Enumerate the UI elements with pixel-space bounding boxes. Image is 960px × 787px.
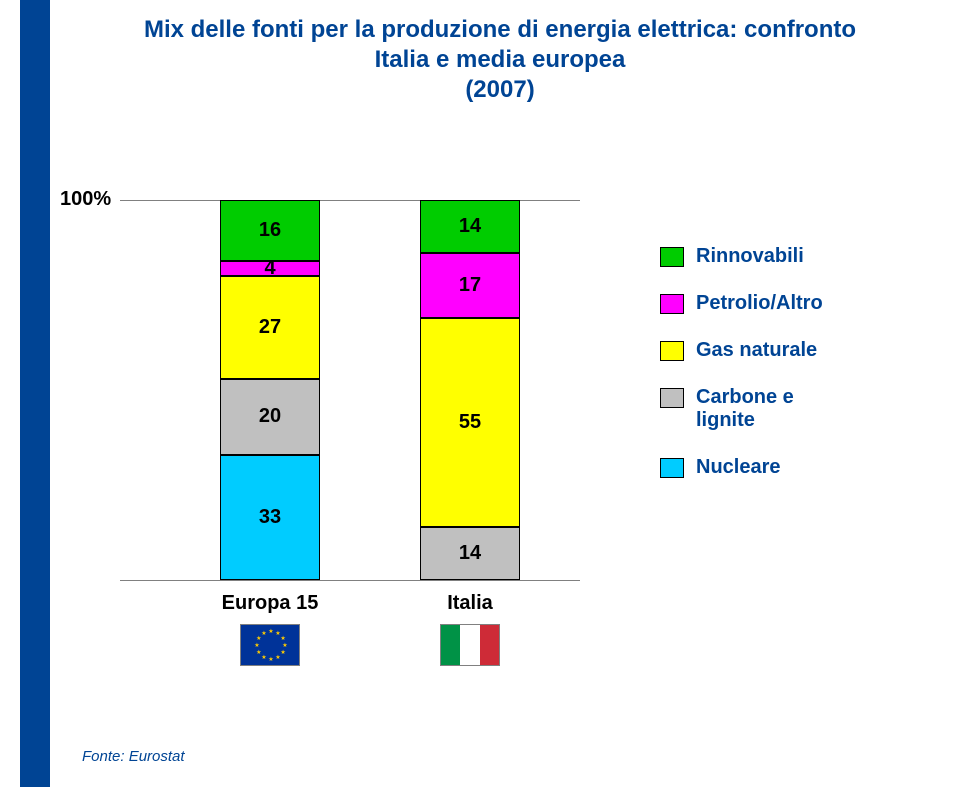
segment-europa15-carbone: 20	[220, 379, 320, 455]
eu-flag-icon: ★★★★★★★★★★★★	[240, 624, 300, 666]
legend-label-carbone: Carbone elignite	[696, 386, 794, 432]
chart-legend: Rinnovabili Petrolio/Altro Gas naturale Car…	[660, 245, 823, 503]
svg-text:★: ★	[261, 654, 266, 661]
segment-italia-petrolio: 17	[420, 253, 520, 318]
segment-italia-carbone: 14	[420, 527, 520, 580]
x-label-europa15: Europa 15	[200, 592, 340, 615]
gridline-baseline	[120, 580, 580, 581]
svg-text:★: ★	[282, 642, 287, 649]
slide-title: Mix delle fonti per la produzione di ene…	[70, 15, 930, 105]
svg-text:★: ★	[280, 649, 285, 656]
legend-item-nucleare: Nucleare	[660, 456, 823, 479]
svg-text:★: ★	[268, 656, 273, 663]
svg-text:★: ★	[256, 649, 261, 656]
legend-item-petrolio: Petrolio/Altro	[660, 292, 823, 315]
svg-text:★: ★	[275, 654, 280, 661]
legend-item-gas: Gas naturale	[660, 339, 823, 362]
svg-text:★: ★	[261, 630, 266, 637]
segment-italia-gas: 55	[420, 318, 520, 527]
title-line-1: Mix delle fonti per la produzione di ene…	[70, 15, 930, 45]
title-line-3: (2007)	[70, 75, 930, 105]
legend-label-rinnovabili: Rinnovabili	[696, 245, 804, 268]
svg-text:★: ★	[268, 628, 273, 635]
segment-europa15-rinnovabili: 16	[220, 200, 320, 261]
svg-text:★: ★	[280, 635, 285, 642]
left-accent-stripe	[20, 0, 50, 787]
svg-text:★: ★	[254, 642, 259, 649]
x-label-italia: Italia	[400, 592, 540, 615]
slide: Mix delle fonti per la produzione di ene…	[0, 0, 960, 787]
segment-europa15-petrolio: 4	[220, 261, 320, 276]
source-citation: Fonte: Eurostat	[82, 748, 185, 765]
legend-swatch-nucleare	[660, 458, 684, 478]
segment-europa15-gas: 27	[220, 276, 320, 379]
italy-flag-icon	[440, 624, 500, 666]
legend-label-nucleare: Nucleare	[696, 456, 781, 479]
y-axis-label: 100%	[60, 188, 111, 211]
legend-item-carbone: Carbone elignite	[660, 386, 823, 432]
title-line-2: Italia e media europea	[70, 45, 930, 75]
segment-europa15-nucleare: 33	[220, 455, 320, 580]
legend-swatch-petrolio	[660, 294, 684, 314]
segment-italia-rinnovabili: 14	[420, 200, 520, 253]
stacked-bar-chart: 100% 332027416Europa 15★★★★★★★★★★★★14551…	[120, 180, 600, 620]
legend-swatch-rinnovabili	[660, 247, 684, 267]
legend-label-petrolio: Petrolio/Altro	[696, 292, 823, 315]
legend-item-rinnovabili: Rinnovabili	[660, 245, 823, 268]
legend-label-gas: Gas naturale	[696, 339, 817, 362]
legend-swatch-carbone	[660, 388, 684, 408]
legend-swatch-gas	[660, 341, 684, 361]
